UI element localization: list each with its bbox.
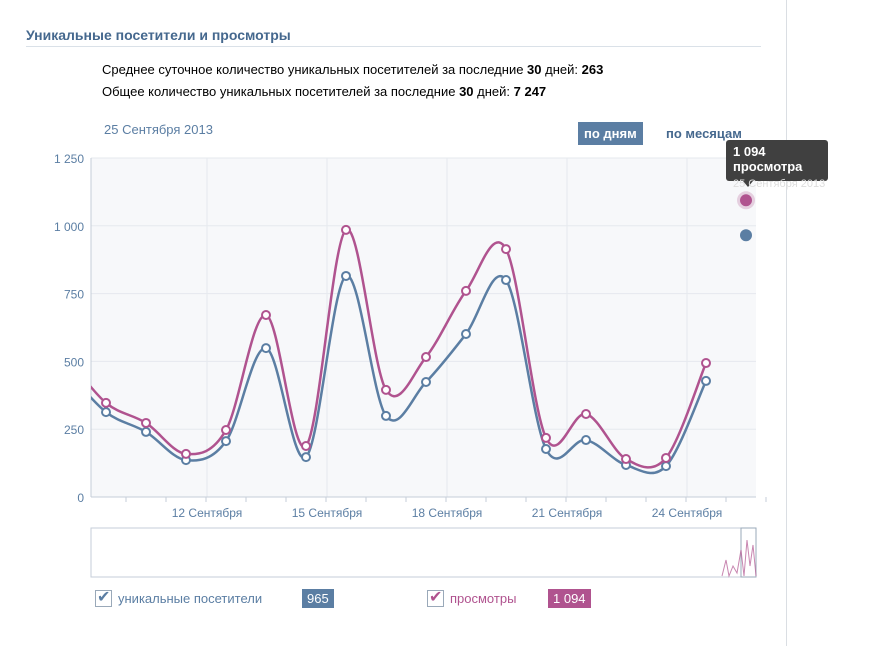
visitors-point bbox=[341, 270, 351, 281]
views-point bbox=[740, 194, 752, 207]
x-tick-label: 15 Сентября bbox=[292, 506, 363, 520]
tooltip-title: 1 094 просмотра bbox=[733, 144, 803, 174]
views-point bbox=[381, 384, 391, 395]
y-tick-label: 1 000 bbox=[54, 220, 84, 234]
by-days-button[interactable]: по дням bbox=[578, 122, 643, 145]
visitors-point bbox=[461, 329, 471, 340]
by-months-button[interactable]: по месяцам bbox=[666, 126, 742, 141]
legend-views-label: просмотры bbox=[450, 591, 517, 606]
avg-stat: Среднее суточное количество уникальных п… bbox=[102, 62, 603, 77]
visitors-point bbox=[101, 407, 111, 418]
x-tick-label: 24 Сентября bbox=[652, 506, 723, 520]
views-badge: 1 094 bbox=[548, 589, 591, 608]
total-value: 7 247 bbox=[513, 84, 547, 99]
views-point bbox=[261, 310, 271, 321]
visitors-badge: 965 bbox=[302, 589, 334, 608]
visitors-point bbox=[221, 436, 231, 447]
selected-date: 25 Сентября 2013 bbox=[104, 122, 213, 137]
navigator bbox=[90, 527, 757, 578]
total-stat: Общее количество уникальных посетителей … bbox=[102, 84, 546, 99]
check-icon: ✔ bbox=[429, 589, 443, 606]
x-tick-label: 18 Сентября bbox=[412, 506, 483, 520]
tooltip-arrow bbox=[743, 181, 753, 187]
tooltip: 1 094 просмотра 25 Сентября 2013 bbox=[726, 140, 828, 190]
visitors-point bbox=[141, 426, 151, 437]
legend-visitors[interactable]: ✔ уникальные посетители bbox=[95, 589, 263, 607]
legend-views[interactable]: ✔ просмотры bbox=[427, 589, 517, 607]
visitors-point bbox=[261, 343, 271, 354]
views-point bbox=[701, 358, 711, 369]
y-tick-label: 250 bbox=[64, 423, 84, 437]
tooltip-date: 25 Сентября 2013 bbox=[733, 178, 826, 190]
views-point bbox=[141, 417, 151, 428]
views-point bbox=[421, 352, 431, 363]
total-prefix: Общее количество уникальных посетителей … bbox=[102, 84, 460, 99]
views-point bbox=[461, 285, 471, 296]
views-point bbox=[221, 425, 231, 436]
views-point bbox=[101, 397, 111, 408]
section-title: Уникальные посетители и просмотры bbox=[26, 27, 291, 43]
views-point bbox=[501, 244, 511, 255]
avg-prefix: Среднее суточное количество уникальных п… bbox=[102, 62, 528, 77]
y-tick-label: 1 250 bbox=[54, 152, 84, 166]
views-point bbox=[341, 224, 351, 235]
visitors-point bbox=[501, 275, 511, 286]
avg-value: 263 bbox=[581, 62, 604, 77]
avg-days: 30 bbox=[527, 62, 542, 77]
visitors-point bbox=[381, 410, 391, 421]
visitors-point bbox=[581, 435, 591, 446]
total-days: 30 bbox=[459, 84, 474, 99]
visitors-point bbox=[541, 443, 551, 454]
plot-area bbox=[91, 158, 756, 497]
views-point bbox=[661, 452, 671, 463]
visitors-point bbox=[701, 375, 711, 386]
y-tick-label: 500 bbox=[64, 355, 84, 369]
avg-mid: дней: bbox=[541, 62, 582, 77]
x-tick-label: 21 Сентября bbox=[532, 506, 603, 520]
visitors-point bbox=[301, 452, 311, 463]
visitors-point bbox=[740, 229, 752, 242]
panel bbox=[786, 0, 787, 646]
total-mid: дней: bbox=[473, 84, 514, 99]
visitors-point bbox=[661, 461, 671, 472]
y-tick-label: 0 bbox=[77, 491, 84, 505]
views-point bbox=[541, 432, 551, 443]
check-icon: ✔ bbox=[97, 589, 111, 606]
y-tick-label: 750 bbox=[64, 288, 84, 302]
navigator-sparkline bbox=[721, 539, 757, 578]
checkbox-visitors[interactable]: ✔ bbox=[95, 589, 112, 607]
views-point bbox=[181, 448, 191, 459]
views-point bbox=[581, 409, 591, 420]
x-tick-label: 12 Сентября bbox=[172, 506, 243, 520]
checkbox-views[interactable]: ✔ bbox=[427, 589, 444, 607]
views-point bbox=[301, 441, 311, 452]
legend-visitors-label: уникальные посетители bbox=[118, 591, 263, 606]
divider bbox=[26, 46, 761, 47]
views-point bbox=[621, 454, 631, 465]
visitors-point bbox=[421, 377, 431, 388]
